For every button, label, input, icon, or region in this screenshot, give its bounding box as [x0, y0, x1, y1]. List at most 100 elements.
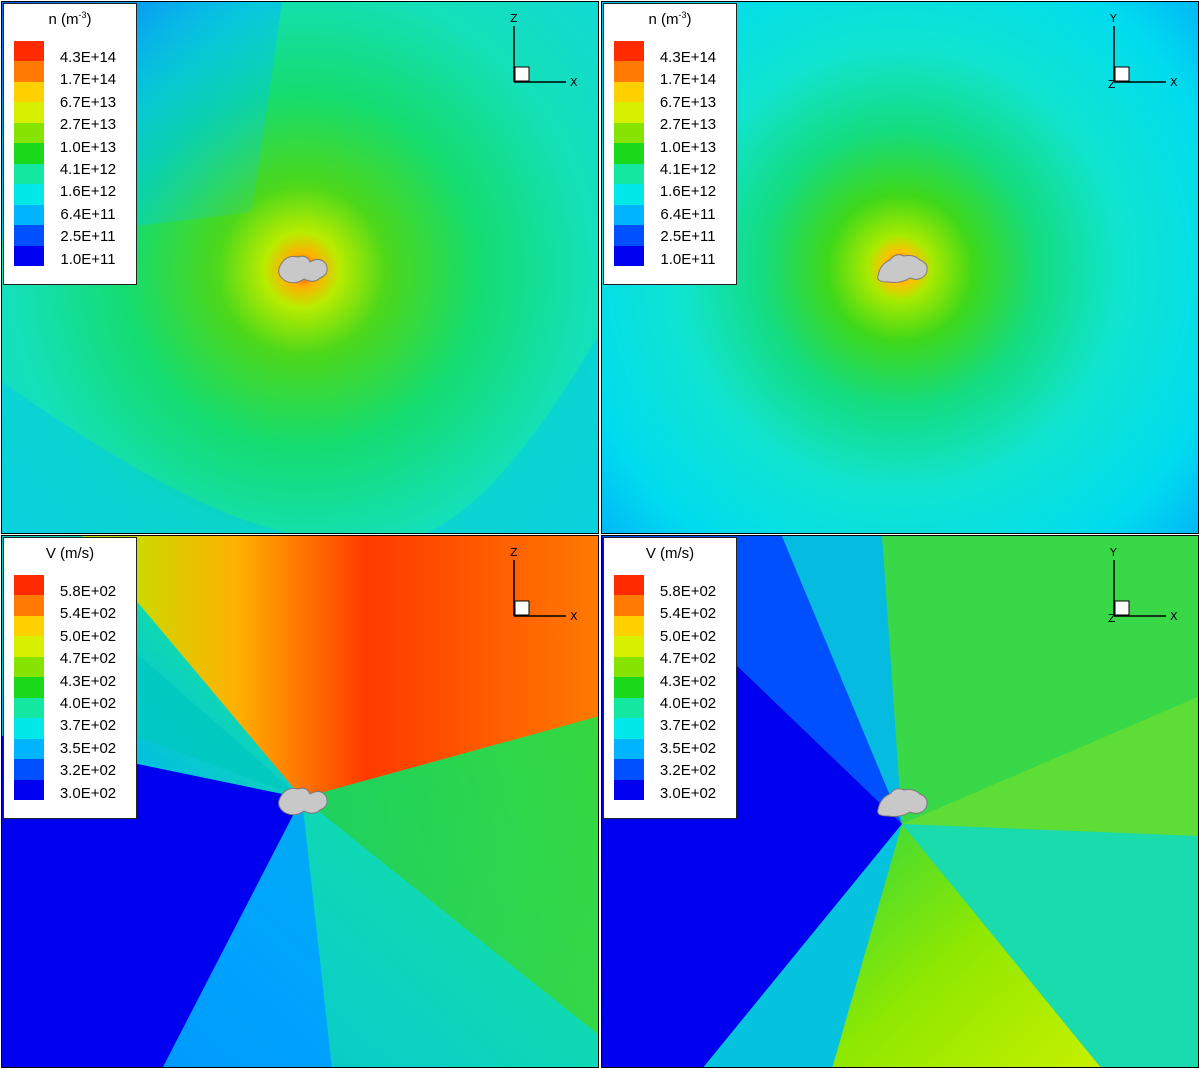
colorbar [614, 575, 644, 801]
colorbar-cell [614, 779, 644, 801]
colorbar-tick-label: 1.6E+12 [659, 183, 717, 201]
colorbar-cell [14, 656, 44, 678]
axis-label-horizontal: X [1170, 76, 1178, 89]
colorbar-cell [614, 81, 644, 103]
colorbar-cell [614, 615, 644, 637]
colorbar-tick-label: 4.0E+02 [59, 695, 117, 712]
colorbar-cell [614, 122, 644, 144]
colorbar-cell [614, 41, 644, 62]
colorbar-tick-label: 4.3E+14 [59, 49, 117, 66]
colorbar-tick-label: 3.7E+02 [59, 717, 117, 735]
density-xy-panel: n (m-3) 4.3E+14 1.7E+14 6.7E+13 2.7E+13 1.0E… [601, 1, 1199, 534]
colorbar-tick-label: 3.7E+02 [659, 717, 717, 735]
nucleus-shape [877, 254, 928, 283]
colorbar-cell [14, 61, 44, 83]
legend-title: V (m/s) [45, 545, 95, 562]
colorbar-tick-label: 2.5E+11 [60, 228, 116, 246]
colorbar-tick-label: 5.8E+02 [59, 583, 117, 600]
colorbar-tick-label: 4.3E+02 [59, 672, 117, 690]
colorbar-cell [14, 163, 44, 185]
axis-triad: Z X [510, 12, 578, 89]
colorbar-cell [14, 759, 44, 781]
colorbar-cell [14, 738, 44, 760]
density-xz-panel: n (m-3) 4.3E+14 1.7E+14 6.7E+13 2.7E+13 1.0E… [1, 1, 599, 534]
colorbar-tick-label: 4.7E+02 [59, 650, 117, 668]
axis-triad: Y X Z [1108, 546, 1178, 624]
colorbar-tick-label: 3.0E+02 [59, 784, 117, 802]
colorbar-cell [614, 595, 644, 617]
colorbar-tick-label: 4.3E+14 [659, 49, 717, 66]
colorbar-tick-label: 2.7E+13 [59, 116, 117, 134]
colorbar-cell [614, 656, 644, 678]
colorbar-tick-label: 4.7E+02 [659, 650, 717, 668]
colorbar-tick-label: 1.6E+12 [59, 183, 117, 201]
colorbar-cell [14, 697, 44, 719]
axis-label-horizontal: X [570, 76, 578, 89]
colorbar-cell [14, 677, 44, 699]
colorbar-legend: n (m-3) 4.3E+14 1.7E+14 6.7E+13 2.7E+13 1.0E… [603, 3, 737, 285]
colorbar-legend: V (m/s) 5.8E+02 5.4E+02 5.0E+02 4.7E+02 4.3E… [603, 537, 737, 819]
colorbar-cell [14, 779, 44, 801]
colorbar-tick-label: 5.4E+02 [59, 605, 117, 623]
legend-title: n (m-3) [48, 10, 92, 28]
colorbar-cell [14, 41, 44, 62]
colorbar [14, 41, 44, 267]
colorbar-tick-label: 5.8E+02 [659, 583, 717, 600]
colorbar-cell [14, 225, 44, 247]
axis-triad: Z X [510, 546, 578, 623]
colorbar-tick-label: 4.0E+02 [659, 695, 717, 712]
colorbar-tick-label: 6.7E+13 [59, 93, 117, 111]
velocity-xz-panel: V (m/s) 5.8E+02 5.4E+02 5.0E+02 4.7E+02 4.3E… [1, 535, 599, 1068]
colorbar-legend: n (m-3) 4.3E+14 1.7E+14 6.7E+13 2.7E+13 1.0E… [3, 3, 137, 285]
colorbar-cell [14, 595, 44, 617]
colorbar-cell [614, 163, 644, 185]
nucleus-shape [278, 787, 328, 816]
colorbar-cell [14, 575, 44, 596]
colorbar-cell [614, 738, 644, 760]
colorbar-cell [14, 184, 44, 206]
axis-label-horizontal: X [570, 610, 578, 623]
colorbar-tick-label: 3.0E+02 [659, 784, 717, 802]
colorbar-legend: V (m/s) 5.8E+02 5.4E+02 5.0E+02 4.7E+02 4.3E… [3, 537, 137, 819]
colorbar-cell [14, 143, 44, 165]
axis-label-vertical: Z [510, 546, 518, 559]
colorbar-tick-label: 5.0E+02 [59, 627, 117, 645]
colorbar-cell [14, 102, 44, 124]
colorbar-tick-label: 2.5E+11 [660, 228, 716, 246]
colorbar-cell [614, 184, 644, 206]
colorbar-cell [614, 61, 644, 83]
axis-label-depth: Z [1108, 612, 1116, 624]
colorbar-cell [14, 204, 44, 226]
nucleus-shape [278, 255, 328, 284]
colorbar-tick-label: 5.4E+02 [659, 605, 717, 623]
axis-label-vertical: Y [1109, 546, 1117, 559]
colorbar-cell [14, 718, 44, 740]
colorbar [614, 41, 644, 267]
colorbar-tick-label: 6.7E+13 [659, 93, 717, 111]
axis-label-vertical: Y [1109, 12, 1117, 25]
velocity-xy-field [602, 536, 1198, 1067]
colorbar-tick-label: 5.0E+02 [659, 627, 717, 645]
colorbar-tick-label: 4.1E+12 [659, 161, 717, 178]
colorbar-cell [614, 718, 644, 740]
nucleus-shape [877, 788, 928, 817]
colorbar-tick-label: 1.0E+11 [660, 250, 716, 268]
velocity-xy-panel: V (m/s) 5.8E+02 5.4E+02 5.0E+02 4.7E+02 4.3E… [601, 535, 1199, 1068]
colorbar-tick-label: 4.1E+12 [59, 161, 117, 178]
colorbar-cell [614, 759, 644, 781]
colorbar-cell [14, 122, 44, 144]
colorbar-tick-label: 1.7E+14 [59, 71, 117, 89]
colorbar-cell [14, 636, 44, 658]
colorbar-cell [14, 245, 44, 267]
colorbar-cell [14, 615, 44, 637]
colorbar-tick-label: 1.7E+14 [659, 71, 717, 89]
colorbar-cell [614, 102, 644, 124]
axis-label-vertical: Z [510, 12, 518, 25]
colorbar-tick-label: 3.2E+02 [59, 762, 117, 780]
colorbar-cell [614, 697, 644, 719]
colorbar-tick-label: 1.0E+13 [59, 138, 117, 156]
colorbar-cell [614, 677, 644, 699]
colorbar-cell [614, 245, 644, 267]
legend-title: n (m-3) [648, 10, 692, 28]
colorbar-tick-label: 3.5E+02 [59, 739, 117, 757]
